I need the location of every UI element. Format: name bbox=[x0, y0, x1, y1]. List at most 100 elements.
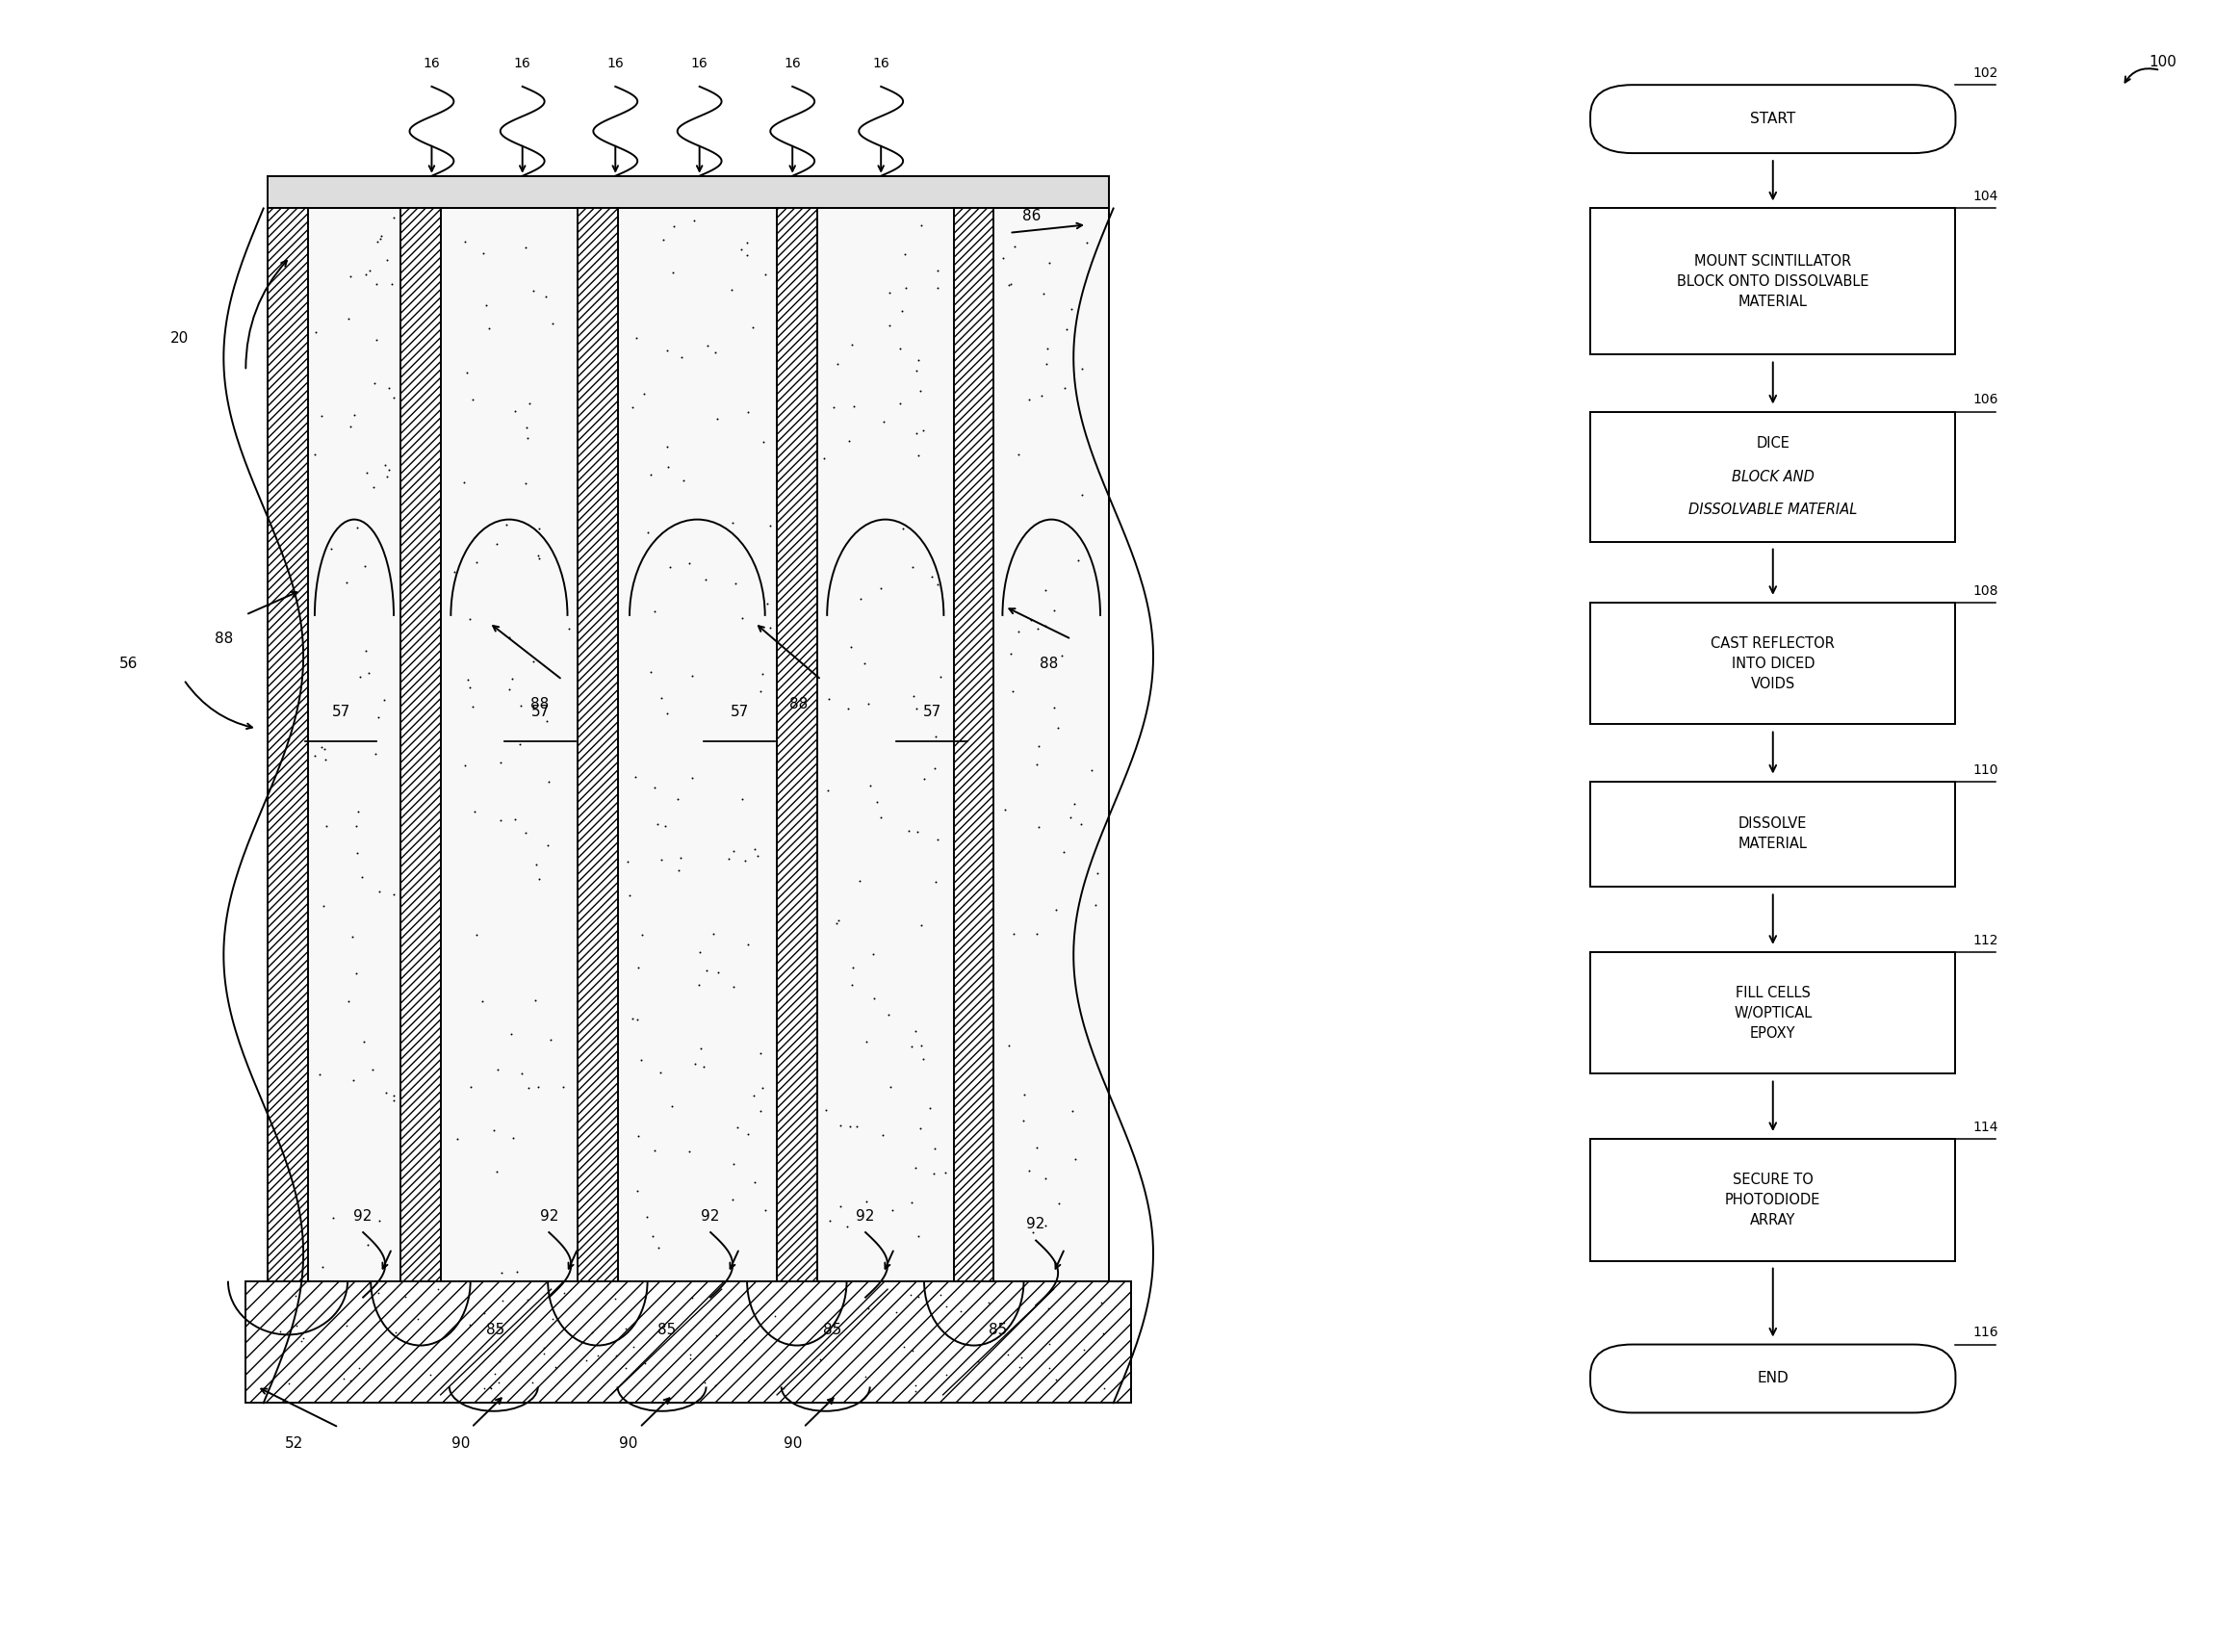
Point bbox=[345, 864, 381, 890]
Point bbox=[1053, 805, 1089, 831]
Point bbox=[370, 463, 405, 489]
Point bbox=[482, 750, 517, 776]
Point bbox=[620, 955, 656, 981]
Point bbox=[916, 755, 952, 781]
Text: DISSOLVE
MATERIAL: DISSOLVE MATERIAL bbox=[1738, 816, 1808, 851]
Point bbox=[1084, 1320, 1120, 1346]
Point bbox=[1012, 1158, 1048, 1184]
Point bbox=[822, 1112, 858, 1138]
Point bbox=[520, 515, 556, 542]
Point bbox=[699, 405, 735, 431]
Point bbox=[1015, 1219, 1051, 1246]
Point bbox=[636, 598, 672, 624]
Point bbox=[735, 1082, 771, 1108]
Point bbox=[376, 205, 412, 231]
Point bbox=[647, 813, 683, 839]
Point bbox=[316, 1204, 352, 1231]
Text: CAST REFLECTOR
INTO DICED
VOIDS: CAST REFLECTOR INTO DICED VOIDS bbox=[1711, 636, 1835, 691]
Point bbox=[744, 679, 780, 705]
Point bbox=[329, 1307, 365, 1333]
Point bbox=[305, 1254, 340, 1280]
Point bbox=[526, 1341, 562, 1368]
Point bbox=[473, 1374, 508, 1401]
Point bbox=[688, 567, 724, 593]
Text: 56: 56 bbox=[119, 656, 139, 671]
Point bbox=[746, 1074, 782, 1100]
Point bbox=[737, 836, 773, 862]
Point bbox=[361, 1208, 396, 1234]
Point bbox=[334, 923, 370, 950]
Point bbox=[495, 1125, 531, 1151]
Point bbox=[1006, 1082, 1042, 1108]
Point bbox=[672, 1341, 708, 1368]
Point bbox=[811, 1208, 847, 1234]
Point bbox=[903, 1115, 939, 1142]
Point bbox=[990, 1341, 1026, 1368]
Point bbox=[455, 387, 491, 413]
Point bbox=[871, 312, 907, 339]
Text: SECURE TO
PHOTODIODE
ARRAY: SECURE TO PHOTODIODE ARRAY bbox=[1725, 1173, 1821, 1227]
Point bbox=[665, 468, 701, 494]
Point bbox=[903, 211, 939, 238]
Text: 92: 92 bbox=[540, 1209, 558, 1222]
FancyBboxPatch shape bbox=[1590, 952, 1956, 1074]
Point bbox=[491, 676, 526, 702]
Point bbox=[497, 806, 533, 833]
Point bbox=[900, 441, 936, 468]
Point bbox=[511, 1075, 547, 1102]
Text: 52: 52 bbox=[284, 1436, 305, 1450]
Point bbox=[517, 851, 553, 877]
Point bbox=[1019, 750, 1055, 776]
Point bbox=[701, 960, 737, 986]
Text: END: END bbox=[1756, 1371, 1790, 1386]
Point bbox=[898, 420, 934, 446]
Point bbox=[367, 1080, 403, 1107]
Point bbox=[452, 674, 488, 700]
Point bbox=[1030, 1355, 1066, 1381]
Point bbox=[531, 833, 567, 859]
Point bbox=[643, 684, 679, 710]
Point bbox=[730, 230, 766, 256]
Point bbox=[1026, 281, 1062, 307]
Point bbox=[833, 971, 869, 998]
Point bbox=[1012, 606, 1048, 633]
Point bbox=[898, 1378, 934, 1404]
Point bbox=[900, 347, 936, 373]
Point bbox=[1035, 598, 1071, 624]
Point bbox=[520, 1074, 556, 1100]
Point bbox=[466, 240, 502, 266]
Text: 92: 92 bbox=[354, 1209, 372, 1222]
Point bbox=[520, 542, 556, 568]
Point bbox=[748, 1196, 784, 1222]
Point bbox=[905, 1046, 941, 1072]
Point bbox=[616, 1333, 652, 1360]
Text: 110: 110 bbox=[1973, 763, 1998, 776]
Point bbox=[598, 1343, 634, 1370]
Polygon shape bbox=[954, 208, 995, 1280]
Point bbox=[305, 892, 340, 919]
Point bbox=[1028, 577, 1064, 603]
FancyBboxPatch shape bbox=[1590, 208, 1956, 355]
Point bbox=[334, 263, 370, 289]
Point bbox=[347, 261, 383, 287]
Point bbox=[898, 695, 934, 722]
Point bbox=[871, 279, 907, 306]
Text: 106: 106 bbox=[1973, 393, 1998, 406]
Text: 92: 92 bbox=[701, 1209, 719, 1222]
Point bbox=[1019, 1135, 1055, 1161]
Point bbox=[921, 826, 956, 852]
Point bbox=[898, 1018, 934, 1044]
Point bbox=[927, 1160, 963, 1186]
Text: 102: 102 bbox=[1973, 66, 1998, 79]
Point bbox=[905, 418, 941, 444]
Point bbox=[535, 311, 571, 337]
Point bbox=[672, 1345, 708, 1371]
Point bbox=[531, 768, 567, 795]
Point bbox=[627, 380, 663, 406]
Point bbox=[511, 425, 547, 451]
Point bbox=[278, 1282, 314, 1308]
Point bbox=[661, 857, 697, 884]
Point bbox=[1010, 387, 1046, 413]
Point bbox=[1042, 1189, 1077, 1216]
Point bbox=[887, 274, 923, 301]
